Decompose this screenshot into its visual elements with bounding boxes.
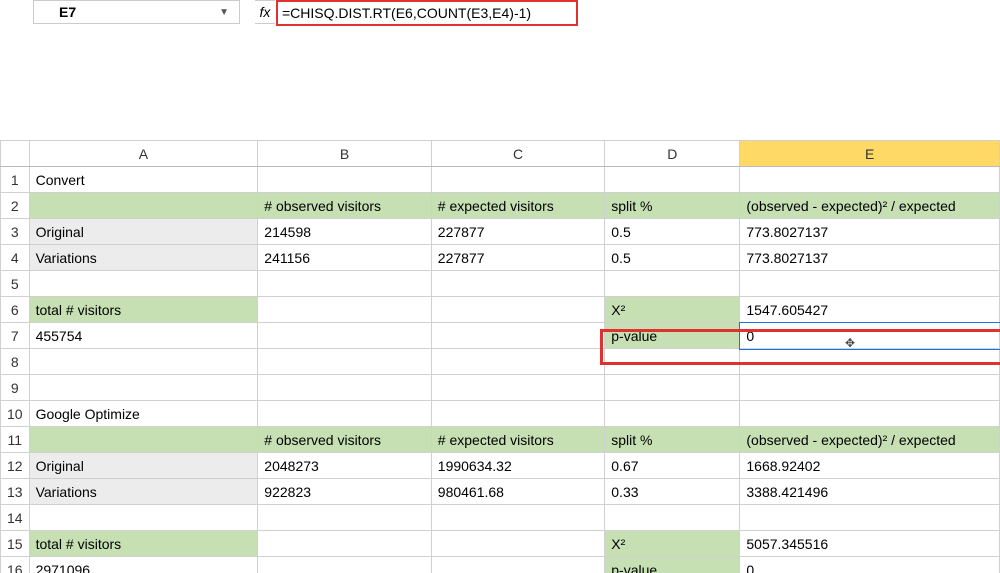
name-box[interactable]: E7 ▼: [33, 0, 240, 24]
formula-text: =CHISQ.DIST.RT(E6,COUNT(E3,E4)-1): [282, 5, 531, 21]
cell-A4[interactable]: Variations: [29, 245, 258, 271]
row-header[interactable]: 9: [1, 375, 30, 401]
cell-D1[interactable]: [605, 167, 740, 193]
cell-C2[interactable]: # expected visitors: [431, 193, 604, 219]
cell-B2[interactable]: # observed visitors: [258, 193, 431, 219]
cell-E13[interactable]: 3388.421496: [740, 479, 1000, 505]
cell-C1[interactable]: [431, 167, 604, 193]
col-header-A[interactable]: A: [29, 141, 258, 167]
cell-A16[interactable]: 2971096: [29, 557, 258, 573]
cell-A10[interactable]: Google Optimize: [29, 401, 258, 427]
cell-A13[interactable]: Variations: [29, 479, 258, 505]
cell-E4[interactable]: 773.8027137: [740, 245, 1000, 271]
cell-A1[interactable]: Convert: [29, 167, 258, 193]
cell-D13[interactable]: 0.33: [605, 479, 740, 505]
cell-C13[interactable]: 980461.68: [431, 479, 604, 505]
row-header[interactable]: 14: [1, 505, 30, 531]
row-header[interactable]: 15: [1, 531, 30, 557]
row-header[interactable]: 5: [1, 271, 30, 297]
cell-B12[interactable]: 2048273: [258, 453, 431, 479]
active-cell-ref: E7: [59, 4, 76, 20]
cell-E2[interactable]: (observed - expected)² / expected: [740, 193, 1000, 219]
cell-B11[interactable]: # observed visitors: [258, 427, 431, 453]
col-header-C[interactable]: C: [431, 141, 604, 167]
cell-A7[interactable]: 455754: [29, 323, 258, 349]
cell-B3[interactable]: 214598: [258, 219, 431, 245]
cell-D15[interactable]: X²: [605, 531, 740, 557]
row-header[interactable]: 16: [1, 557, 30, 573]
cell-B7[interactable]: [258, 323, 431, 349]
row-header[interactable]: 10: [1, 401, 30, 427]
cell-A15[interactable]: total # visitors: [29, 531, 258, 557]
cell-E16[interactable]: 0: [740, 557, 1000, 573]
row-header[interactable]: 6: [1, 297, 30, 323]
cell-C3[interactable]: 227877: [431, 219, 604, 245]
cell-A5[interactable]: [29, 271, 258, 297]
cell-D12[interactable]: 0.67: [605, 453, 740, 479]
row-header[interactable]: 8: [1, 349, 30, 375]
cell-B6[interactable]: [258, 297, 431, 323]
cell-E1[interactable]: [740, 167, 1000, 193]
cell-A3[interactable]: Original: [29, 219, 258, 245]
cell-D4[interactable]: 0.5: [605, 245, 740, 271]
cell-D11[interactable]: split %: [605, 427, 740, 453]
row-header[interactable]: 2: [1, 193, 30, 219]
cell-E11[interactable]: (observed - expected)² / expected: [740, 427, 1000, 453]
row-header[interactable]: 12: [1, 453, 30, 479]
cell-B1[interactable]: [258, 167, 431, 193]
cell-A6[interactable]: total # visitors: [29, 297, 258, 323]
cell-D6[interactable]: X²: [605, 297, 740, 323]
row-header[interactable]: 13: [1, 479, 30, 505]
cell-E7[interactable]: 0: [740, 323, 1000, 349]
cell-E15[interactable]: 5057.345516: [740, 531, 1000, 557]
cell-E12[interactable]: 1668.92402: [740, 453, 1000, 479]
cell-D3[interactable]: 0.5: [605, 219, 740, 245]
row-header[interactable]: 3: [1, 219, 30, 245]
column-header-row: A B C D E: [1, 141, 1000, 167]
cell-C4[interactable]: 227877: [431, 245, 604, 271]
col-header-D[interactable]: D: [605, 141, 740, 167]
row-header[interactable]: 4: [1, 245, 30, 271]
cell-A12[interactable]: Original: [29, 453, 258, 479]
cell-C12[interactable]: 1990634.32: [431, 453, 604, 479]
cell-D2[interactable]: split %: [605, 193, 740, 219]
col-header-B[interactable]: B: [258, 141, 431, 167]
cell-C11[interactable]: # expected visitors: [431, 427, 604, 453]
cell-A11[interactable]: [29, 427, 258, 453]
fx-label: fx: [255, 0, 275, 24]
cell-D16[interactable]: p-value: [605, 557, 740, 573]
row-header[interactable]: 11: [1, 427, 30, 453]
cell-A2[interactable]: [29, 193, 258, 219]
row-header[interactable]: 1: [1, 167, 30, 193]
formula-bar[interactable]: =CHISQ.DIST.RT(E6,COUNT(E3,E4)-1): [276, 0, 578, 26]
cell-D7[interactable]: p-value: [605, 323, 740, 349]
cell-B13[interactable]: 922823: [258, 479, 431, 505]
cell-C6[interactable]: [431, 297, 604, 323]
spreadsheet-grid[interactable]: A B C D E 1 Convert 2 # observed visitor…: [0, 140, 1000, 573]
cell-C7[interactable]: [431, 323, 604, 349]
col-header-E[interactable]: E: [740, 141, 1000, 167]
cell-B4[interactable]: 241156: [258, 245, 431, 271]
cell-E6[interactable]: 1547.605427: [740, 297, 1000, 323]
cell-E3[interactable]: 773.8027137: [740, 219, 1000, 245]
row-header[interactable]: 7: [1, 323, 30, 349]
name-box-dropdown-icon[interactable]: ▼: [219, 7, 229, 18]
